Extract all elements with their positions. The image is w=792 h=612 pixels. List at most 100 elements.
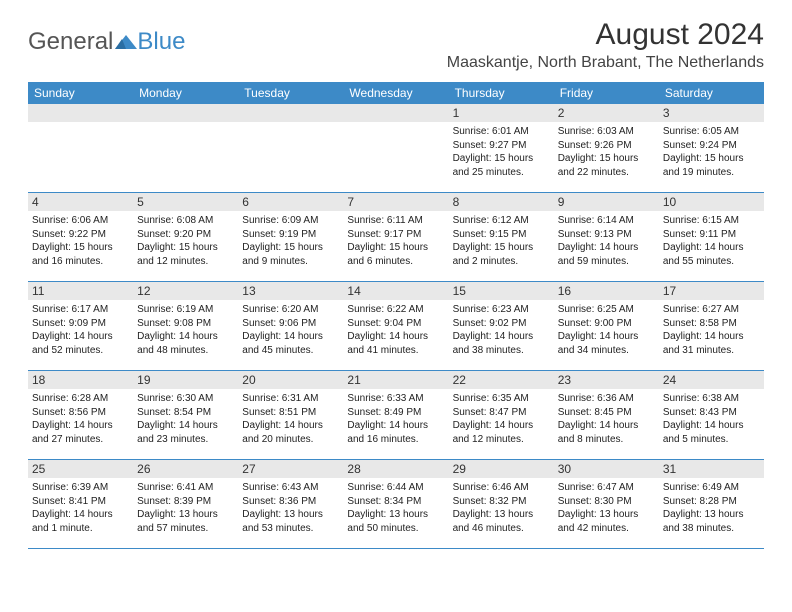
- weekday-label: Wednesday: [343, 82, 448, 104]
- day-info-line: Daylight: 15 hours: [32, 241, 129, 255]
- day-info-line: Daylight: 14 hours: [242, 419, 339, 433]
- day-info-line: Daylight: 15 hours: [242, 241, 339, 255]
- weekday-label: Tuesday: [238, 82, 343, 104]
- day-number: 21: [343, 371, 448, 389]
- day-info-line: and 16 minutes.: [347, 433, 444, 447]
- day-number: 31: [659, 460, 764, 478]
- day-info-line: Sunrise: 6:35 AM: [453, 392, 550, 406]
- day-content: Sunrise: 6:47 AMSunset: 8:30 PMDaylight:…: [554, 478, 659, 539]
- logo-triangle-icon: [115, 28, 137, 56]
- day-cell: [28, 104, 133, 192]
- day-info-line: Sunrise: 6:23 AM: [453, 303, 550, 317]
- day-info-line: Daylight: 14 hours: [347, 330, 444, 344]
- day-info-line: Sunset: 9:09 PM: [32, 317, 129, 331]
- day-info-line: Daylight: 15 hours: [347, 241, 444, 255]
- day-info-line: Daylight: 14 hours: [453, 330, 550, 344]
- day-number: 28: [343, 460, 448, 478]
- day-number: 7: [343, 193, 448, 211]
- day-cell: 23Sunrise: 6:36 AMSunset: 8:45 PMDayligh…: [554, 371, 659, 459]
- day-content: Sunrise: 6:25 AMSunset: 9:00 PMDaylight:…: [554, 300, 659, 361]
- day-content: [133, 122, 238, 182]
- day-content: Sunrise: 6:01 AMSunset: 9:27 PMDaylight:…: [449, 122, 554, 183]
- day-content: Sunrise: 6:20 AMSunset: 9:06 PMDaylight:…: [238, 300, 343, 361]
- day-number: [28, 104, 133, 122]
- day-info-line: Sunset: 8:32 PM: [453, 495, 550, 509]
- day-content: Sunrise: 6:09 AMSunset: 9:19 PMDaylight:…: [238, 211, 343, 272]
- day-info-line: Sunset: 9:15 PM: [453, 228, 550, 242]
- day-cell: 8Sunrise: 6:12 AMSunset: 9:15 PMDaylight…: [449, 193, 554, 281]
- day-info-line: and 38 minutes.: [453, 344, 550, 358]
- day-info-line: Sunrise: 6:22 AM: [347, 303, 444, 317]
- day-number: 30: [554, 460, 659, 478]
- day-content: Sunrise: 6:33 AMSunset: 8:49 PMDaylight:…: [343, 389, 448, 450]
- day-info-line: Sunrise: 6:12 AM: [453, 214, 550, 228]
- day-info-line: Sunset: 8:47 PM: [453, 406, 550, 420]
- day-info-line: Daylight: 14 hours: [347, 419, 444, 433]
- weekday-header-row: SundayMondayTuesdayWednesdayThursdayFrid…: [28, 82, 764, 104]
- day-info-line: Sunset: 9:27 PM: [453, 139, 550, 153]
- day-content: Sunrise: 6:23 AMSunset: 9:02 PMDaylight:…: [449, 300, 554, 361]
- day-info-line: and 55 minutes.: [663, 255, 760, 269]
- day-number: 14: [343, 282, 448, 300]
- day-info-line: Sunrise: 6:46 AM: [453, 481, 550, 495]
- day-cell: [343, 104, 448, 192]
- day-info-line: Daylight: 15 hours: [137, 241, 234, 255]
- day-info-line: Sunset: 9:24 PM: [663, 139, 760, 153]
- day-info-line: Sunset: 9:06 PM: [242, 317, 339, 331]
- day-info-line: Daylight: 14 hours: [558, 419, 655, 433]
- day-content: Sunrise: 6:49 AMSunset: 8:28 PMDaylight:…: [659, 478, 764, 539]
- day-content: Sunrise: 6:41 AMSunset: 8:39 PMDaylight:…: [133, 478, 238, 539]
- day-info-line: Sunset: 8:54 PM: [137, 406, 234, 420]
- day-content: Sunrise: 6:14 AMSunset: 9:13 PMDaylight:…: [554, 211, 659, 272]
- day-content: Sunrise: 6:03 AMSunset: 9:26 PMDaylight:…: [554, 122, 659, 183]
- day-info-line: and 50 minutes.: [347, 522, 444, 536]
- day-cell: 5Sunrise: 6:08 AMSunset: 9:20 PMDaylight…: [133, 193, 238, 281]
- day-cell: 14Sunrise: 6:22 AMSunset: 9:04 PMDayligh…: [343, 282, 448, 370]
- day-info-line: Sunset: 8:49 PM: [347, 406, 444, 420]
- location-text: Maaskantje, North Brabant, The Netherlan…: [447, 54, 764, 72]
- day-info-line: Daylight: 13 hours: [137, 508, 234, 522]
- day-cell: 18Sunrise: 6:28 AMSunset: 8:56 PMDayligh…: [28, 371, 133, 459]
- day-number: [238, 104, 343, 122]
- day-info-line: Sunset: 8:34 PM: [347, 495, 444, 509]
- day-cell: 15Sunrise: 6:23 AMSunset: 9:02 PMDayligh…: [449, 282, 554, 370]
- day-info-line: Sunrise: 6:33 AM: [347, 392, 444, 406]
- day-cell: 22Sunrise: 6:35 AMSunset: 8:47 PMDayligh…: [449, 371, 554, 459]
- day-number: 13: [238, 282, 343, 300]
- day-info-line: Sunrise: 6:41 AM: [137, 481, 234, 495]
- day-cell: 4Sunrise: 6:06 AMSunset: 9:22 PMDaylight…: [28, 193, 133, 281]
- day-info-line: and 48 minutes.: [137, 344, 234, 358]
- day-info-line: Sunrise: 6:31 AM: [242, 392, 339, 406]
- day-info-line: Sunrise: 6:44 AM: [347, 481, 444, 495]
- day-info-line: Sunset: 8:43 PM: [663, 406, 760, 420]
- day-info-line: Daylight: 13 hours: [347, 508, 444, 522]
- day-number: [343, 104, 448, 122]
- day-number: 25: [28, 460, 133, 478]
- day-cell: 13Sunrise: 6:20 AMSunset: 9:06 PMDayligh…: [238, 282, 343, 370]
- week-row: 25Sunrise: 6:39 AMSunset: 8:41 PMDayligh…: [28, 460, 764, 549]
- day-info-line: and 22 minutes.: [558, 166, 655, 180]
- day-info-line: Daylight: 13 hours: [558, 508, 655, 522]
- day-cell: 17Sunrise: 6:27 AMSunset: 8:58 PMDayligh…: [659, 282, 764, 370]
- day-info-line: Sunset: 9:00 PM: [558, 317, 655, 331]
- day-info-line: and 45 minutes.: [242, 344, 339, 358]
- day-content: Sunrise: 6:31 AMSunset: 8:51 PMDaylight:…: [238, 389, 343, 450]
- day-info-line: Sunset: 9:11 PM: [663, 228, 760, 242]
- day-cell: 3Sunrise: 6:05 AMSunset: 9:24 PMDaylight…: [659, 104, 764, 192]
- day-cell: [133, 104, 238, 192]
- day-content: Sunrise: 6:17 AMSunset: 9:09 PMDaylight:…: [28, 300, 133, 361]
- day-info-line: and 5 minutes.: [663, 433, 760, 447]
- day-number: 12: [133, 282, 238, 300]
- day-info-line: Sunset: 8:56 PM: [32, 406, 129, 420]
- day-info-line: and 12 minutes.: [137, 255, 234, 269]
- day-info-line: and 41 minutes.: [347, 344, 444, 358]
- day-info-line: Sunrise: 6:27 AM: [663, 303, 760, 317]
- day-info-line: Sunrise: 6:14 AM: [558, 214, 655, 228]
- logo-text-blue: Blue: [137, 28, 185, 56]
- day-cell: 6Sunrise: 6:09 AMSunset: 9:19 PMDaylight…: [238, 193, 343, 281]
- day-info-line: Daylight: 14 hours: [242, 330, 339, 344]
- day-info-line: Sunrise: 6:17 AM: [32, 303, 129, 317]
- day-cell: 25Sunrise: 6:39 AMSunset: 8:41 PMDayligh…: [28, 460, 133, 548]
- day-info-line: Sunrise: 6:01 AM: [453, 125, 550, 139]
- day-number: 4: [28, 193, 133, 211]
